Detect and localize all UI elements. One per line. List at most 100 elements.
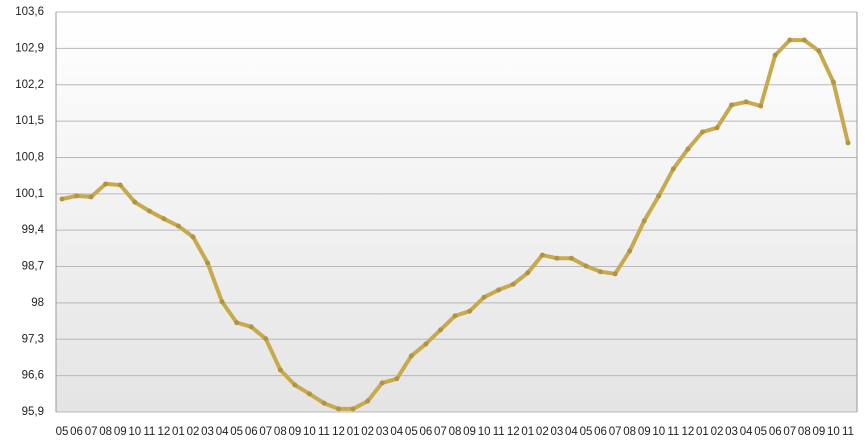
- x-tick-label: 08: [798, 426, 811, 438]
- x-tick-label: 09: [288, 426, 301, 438]
- data-point: [641, 218, 647, 224]
- data-point: [190, 234, 196, 240]
- y-tick-label: 97,3: [22, 333, 44, 345]
- data-point: [743, 99, 749, 105]
- data-point: [496, 287, 502, 293]
- x-tick-label: 09: [114, 426, 127, 438]
- data-point: [234, 320, 240, 326]
- x-tick-label: 10: [128, 426, 141, 438]
- data-point: [670, 166, 676, 172]
- data-point: [525, 270, 531, 276]
- data-point: [583, 263, 589, 269]
- data-point: [306, 391, 312, 397]
- data-point: [568, 255, 574, 261]
- x-tick-label: 08: [274, 426, 287, 438]
- data-point: [321, 400, 327, 406]
- data-point: [510, 281, 516, 287]
- x-tick-label: 10: [652, 426, 665, 438]
- x-tick-label: 07: [609, 426, 622, 438]
- x-tick-label: 03: [725, 426, 738, 438]
- y-tick-label: 98,7: [22, 261, 44, 273]
- x-tick-label: 12: [507, 426, 520, 438]
- data-point: [452, 313, 458, 319]
- x-tick-label: 09: [638, 426, 651, 438]
- x-tick-label: 07: [85, 426, 98, 438]
- data-point: [379, 380, 385, 386]
- x-tick-label: 06: [245, 426, 258, 438]
- x-tick-label: 01: [347, 426, 360, 438]
- data-point: [205, 260, 211, 266]
- data-point: [729, 102, 735, 108]
- data-point: [481, 294, 487, 300]
- data-point: [656, 193, 662, 199]
- y-tick-label: 102,9: [15, 42, 44, 54]
- y-tick-label: 101,5: [15, 115, 44, 127]
- y-tick-label: 99,4: [22, 224, 45, 236]
- data-point: [830, 79, 836, 85]
- data-point: [394, 376, 400, 382]
- y-tick-label: 103,6: [15, 6, 44, 18]
- data-point: [408, 353, 414, 359]
- data-point: [816, 48, 822, 54]
- y-tick-label: 95,9: [22, 406, 44, 418]
- x-tick-label: 07: [259, 426, 272, 438]
- data-point: [801, 37, 807, 43]
- x-tick-label: 11: [842, 426, 854, 438]
- x-tick-label: 04: [390, 426, 403, 438]
- plot-area: [56, 12, 857, 412]
- x-tick-label: 05: [754, 426, 767, 438]
- data-point: [88, 194, 94, 200]
- data-point: [263, 336, 269, 342]
- data-point: [132, 199, 138, 205]
- data-point: [292, 382, 298, 388]
- x-tick-label: 10: [303, 426, 316, 438]
- x-tick-label: 01: [521, 426, 534, 438]
- x-tick-label: 08: [623, 426, 636, 438]
- x-tick-label: 04: [216, 426, 229, 438]
- x-tick-label: 11: [493, 426, 505, 438]
- x-tick-label: 08: [449, 426, 462, 438]
- x-tick-label: 10: [478, 426, 491, 438]
- data-point: [350, 406, 356, 412]
- data-point: [714, 125, 720, 131]
- x-tick-label: 01: [696, 426, 709, 438]
- data-point: [467, 308, 473, 314]
- data-point: [685, 146, 691, 152]
- data-point: [365, 398, 371, 404]
- x-tick-label: 06: [769, 426, 782, 438]
- y-tick-label: 98: [31, 297, 44, 309]
- x-tick-label: 08: [99, 426, 112, 438]
- x-tick-label: 05: [230, 426, 243, 438]
- data-point: [554, 255, 560, 261]
- data-point: [758, 103, 764, 109]
- data-point: [336, 406, 342, 412]
- data-point: [539, 252, 545, 258]
- x-tick-label: 07: [783, 426, 796, 438]
- x-tick-label: 01: [172, 426, 185, 438]
- x-tick-label: 03: [201, 426, 214, 438]
- data-point: [74, 193, 80, 199]
- x-tick-label: 02: [711, 426, 724, 438]
- x-tick-label: 12: [332, 426, 345, 438]
- x-tick-label: 11: [143, 426, 155, 438]
- x-tick-label: 06: [419, 426, 432, 438]
- data-point: [103, 181, 109, 187]
- x-tick-label: 06: [70, 426, 83, 438]
- data-point: [598, 269, 604, 275]
- y-tick-label: 100,1: [15, 188, 44, 200]
- x-tick-label: 12: [681, 426, 694, 438]
- data-point: [787, 37, 793, 43]
- data-point: [699, 129, 705, 135]
- data-point: [248, 324, 254, 330]
- x-tick-label: 02: [536, 426, 549, 438]
- x-tick-label: 11: [667, 426, 679, 438]
- data-point: [612, 271, 618, 277]
- x-tick-label: 04: [565, 426, 578, 438]
- data-point: [161, 216, 167, 222]
- data-point: [437, 327, 443, 333]
- data-point: [845, 140, 851, 146]
- data-point: [117, 182, 123, 188]
- x-tick-label: 03: [376, 426, 389, 438]
- x-tick-label: 02: [187, 426, 200, 438]
